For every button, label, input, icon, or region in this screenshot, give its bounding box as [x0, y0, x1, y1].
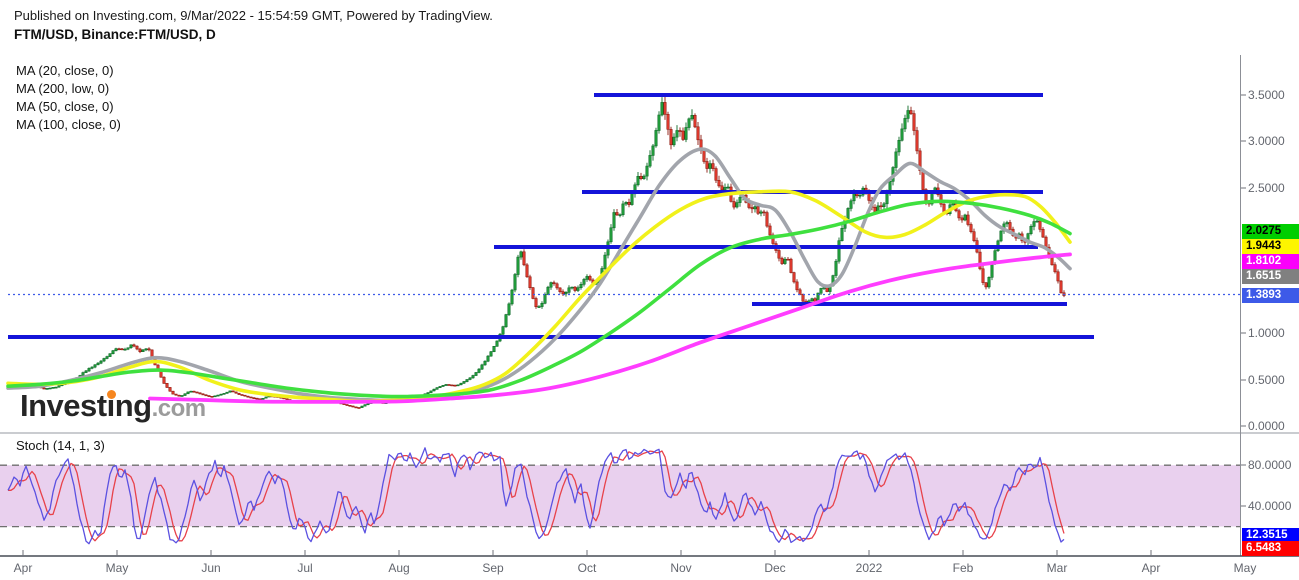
price-label-ma50-close: 1.9443 — [1242, 239, 1299, 254]
stoch-d-label: 6.5483 — [1242, 541, 1299, 556]
time-axis-label-apr: Apr — [13, 561, 33, 575]
y-axis-tick-label: 2.5000 — [1248, 181, 1285, 195]
stoch-k-label: 12.3515 — [1242, 528, 1299, 543]
investing-logo-text: Investing — [20, 388, 152, 423]
price-scale[interactable]: 3.5000 3.0000 2.5000 1.0000 0.5000 0.0000 80.0… — [1241, 0, 1299, 580]
time-axis-label-apr: Apr — [1141, 561, 1161, 575]
ma-legend-item-50-close: MA (50, close, 0) — [16, 99, 114, 114]
y-axis-tick-label: 3.5000 — [1248, 88, 1285, 102]
time-axis-label-feb: Feb — [952, 561, 974, 575]
time-axis-label-2022: 2022 — [855, 561, 883, 575]
price-label-ma200-low: 1.8102 — [1242, 254, 1299, 269]
ma-legend-item-100-close: MA (100, close, 0) — [16, 117, 121, 132]
y-axis-tick-label: 80.0000 — [1248, 458, 1292, 472]
time-axis-label-oct: Oct — [577, 561, 597, 575]
time-axis-label-may: May — [1233, 561, 1257, 575]
price-label-ma100-close: 2.0275 — [1242, 224, 1299, 239]
time-axis-label-may: May — [105, 561, 129, 575]
time-axis-label-aug: Aug — [388, 561, 410, 575]
time-axis-label-nov: Nov — [670, 561, 692, 575]
ma-legend: MA (20, close, 0) MA (200, low, 0) MA (5… — [16, 62, 121, 134]
ma-legend-item-20-close: MA (20, close, 0) — [16, 63, 114, 78]
time-axis-label-dec: Dec — [764, 561, 786, 575]
time-axis-label-jun: Jun — [201, 561, 221, 575]
y-axis-tick-label: 0.5000 — [1248, 373, 1285, 387]
price-label-ma20-close: 1.6515 — [1242, 269, 1299, 284]
y-axis-tick-label: 40.0000 — [1248, 499, 1292, 513]
published-line: Published on Investing.com, 9/Mar/2022 -… — [14, 8, 493, 23]
y-axis-tick-label: 1.0000 — [1248, 326, 1285, 340]
stoch-legend: Stoch (14, 1, 3) — [16, 438, 105, 453]
time-axis-label-sep: Sep — [482, 561, 504, 575]
logo-orange-dot-icon — [107, 390, 116, 399]
time-axis-label-jul: Jul — [297, 561, 313, 575]
time-axis-label-mar: Mar — [1046, 561, 1068, 575]
symbol-title: FTM/USD, Binance:FTM/USD, D — [14, 27, 216, 42]
ma-legend-item-200-low: MA (200, low, 0) — [16, 81, 110, 96]
y-axis-tick-label: 0.0000 — [1248, 419, 1285, 433]
time-axis[interactable]: Apr May Jun Jul Aug Sep Oct Nov Dec 2022 Feb Mar Apr… — [0, 548, 1299, 580]
y-axis-tick-label: 3.0000 — [1248, 134, 1285, 148]
price-label-last: 1.3893 — [1242, 288, 1299, 303]
